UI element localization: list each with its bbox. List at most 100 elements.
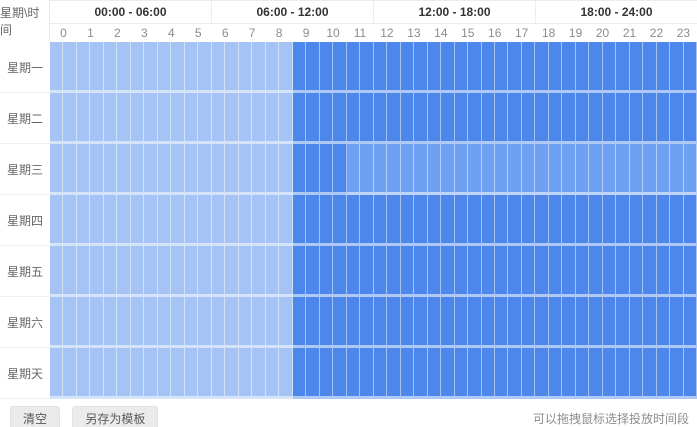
time-slot[interactable]	[292, 348, 307, 399]
time-slot[interactable]	[198, 348, 212, 399]
time-slot[interactable]	[629, 246, 644, 297]
time-slot[interactable]	[481, 93, 495, 144]
time-slot[interactable]	[157, 297, 172, 348]
time-slot[interactable]	[616, 93, 630, 144]
time-slot[interactable]	[157, 42, 172, 93]
time-slot[interactable]	[643, 297, 657, 348]
time-slot[interactable]	[387, 144, 401, 195]
time-slot[interactable]	[144, 144, 158, 195]
time-slot[interactable]	[211, 93, 226, 144]
time-slot[interactable]	[400, 144, 415, 195]
time-slot[interactable]	[414, 348, 428, 399]
time-slot[interactable]	[468, 42, 482, 93]
time-slot[interactable]	[103, 93, 118, 144]
time-slot[interactable]	[454, 195, 469, 246]
time-slot[interactable]	[616, 144, 630, 195]
time-slot[interactable]	[360, 42, 374, 93]
time-slot[interactable]	[90, 246, 104, 297]
time-slot[interactable]	[562, 348, 576, 399]
time-slot[interactable]	[414, 93, 428, 144]
time-slot[interactable]	[508, 42, 522, 93]
time-slot[interactable]	[184, 348, 199, 399]
time-slot[interactable]	[157, 246, 172, 297]
time-slot[interactable]	[117, 42, 131, 93]
time-slot[interactable]	[616, 42, 630, 93]
time-slot[interactable]	[629, 348, 644, 399]
time-slot[interactable]	[629, 42, 644, 93]
time-slot[interactable]	[683, 246, 697, 297]
time-slot[interactable]	[373, 144, 388, 195]
time-slot[interactable]	[157, 348, 172, 399]
time-slot[interactable]	[90, 42, 104, 93]
time-slot[interactable]	[670, 297, 684, 348]
time-slot[interactable]	[441, 246, 455, 297]
time-slot[interactable]	[494, 195, 509, 246]
time-slot[interactable]	[63, 144, 77, 195]
time-slot[interactable]	[468, 144, 482, 195]
time-slot[interactable]	[252, 42, 266, 93]
time-slot[interactable]	[144, 246, 158, 297]
time-slot[interactable]	[548, 195, 563, 246]
time-slot[interactable]	[535, 144, 549, 195]
time-slot[interactable]	[562, 42, 576, 93]
time-slot[interactable]	[670, 195, 684, 246]
time-slot[interactable]	[373, 93, 388, 144]
time-slot[interactable]	[468, 348, 482, 399]
time-slot[interactable]	[144, 93, 158, 144]
time-slot[interactable]	[521, 195, 536, 246]
time-slot[interactable]	[629, 144, 644, 195]
time-slot[interactable]	[144, 195, 158, 246]
time-slot[interactable]	[306, 246, 320, 297]
time-slot[interactable]	[414, 297, 428, 348]
time-slot[interactable]	[319, 195, 334, 246]
time-slot[interactable]	[427, 195, 442, 246]
time-slot[interactable]	[387, 195, 401, 246]
time-slot[interactable]	[279, 144, 293, 195]
time-slot[interactable]	[306, 93, 320, 144]
time-slot[interactable]	[63, 93, 77, 144]
time-slot[interactable]	[575, 348, 590, 399]
time-slot[interactable]	[333, 246, 347, 297]
time-slot[interactable]	[292, 297, 307, 348]
time-slot[interactable]	[602, 246, 617, 297]
time-slot[interactable]	[211, 144, 226, 195]
time-slot[interactable]	[468, 297, 482, 348]
time-slot[interactable]	[508, 195, 522, 246]
time-slot[interactable]	[238, 42, 253, 93]
time-slot[interactable]	[319, 93, 334, 144]
time-slot[interactable]	[643, 144, 657, 195]
time-slot[interactable]	[521, 144, 536, 195]
time-slot[interactable]	[629, 297, 644, 348]
time-slot[interactable]	[441, 195, 455, 246]
time-slot[interactable]	[414, 195, 428, 246]
time-slot[interactable]	[90, 144, 104, 195]
time-slot[interactable]	[198, 42, 212, 93]
time-slot[interactable]	[494, 297, 509, 348]
time-slot[interactable]	[481, 195, 495, 246]
time-slot[interactable]	[319, 144, 334, 195]
time-slot[interactable]	[211, 297, 226, 348]
time-slot[interactable]	[589, 144, 603, 195]
time-slot[interactable]	[319, 297, 334, 348]
time-slot[interactable]	[50, 93, 64, 144]
time-slot[interactable]	[117, 348, 131, 399]
time-slot[interactable]	[575, 297, 590, 348]
time-slot[interactable]	[656, 144, 671, 195]
time-slot[interactable]	[427, 144, 442, 195]
time-slot[interactable]	[575, 42, 590, 93]
time-slot[interactable]	[589, 42, 603, 93]
time-slot[interactable]	[238, 297, 253, 348]
time-slot[interactable]	[103, 348, 118, 399]
time-slot[interactable]	[252, 348, 266, 399]
time-slot[interactable]	[346, 144, 361, 195]
time-slot[interactable]	[117, 93, 131, 144]
time-slot[interactable]	[252, 144, 266, 195]
time-slot[interactable]	[319, 246, 334, 297]
time-slot[interactable]	[157, 93, 172, 144]
time-slot[interactable]	[427, 348, 442, 399]
time-slot[interactable]	[656, 348, 671, 399]
time-slot[interactable]	[427, 246, 442, 297]
time-slot[interactable]	[589, 93, 603, 144]
time-slot[interactable]	[346, 246, 361, 297]
time-slot[interactable]	[50, 297, 64, 348]
